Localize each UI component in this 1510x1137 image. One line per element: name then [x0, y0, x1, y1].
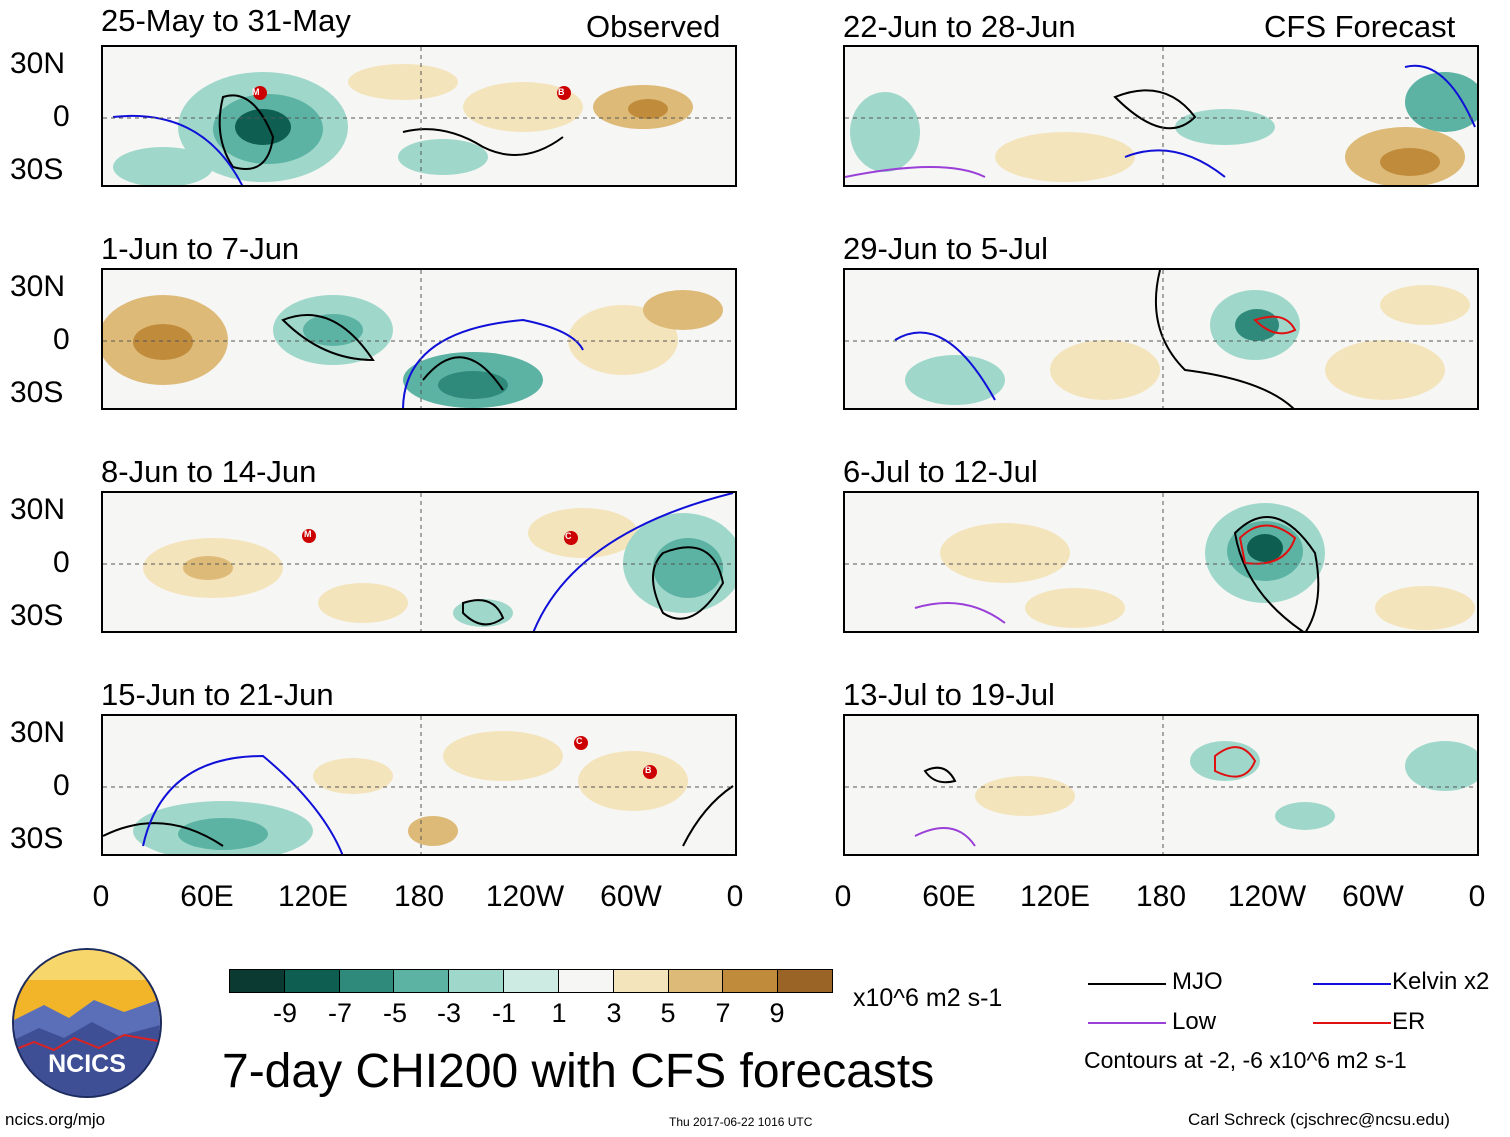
colorbar-label: 3 [606, 998, 622, 1028]
colorbar-swatch [613, 970, 669, 992]
storm-marker-c: C [576, 736, 583, 746]
logo-text: NCICS [48, 1050, 126, 1078]
y-tick-30s: 30S [10, 599, 64, 632]
panel-title: 8-Jun to 14-Jun [101, 454, 317, 489]
colorbar-swatch [394, 970, 450, 992]
storm-marker-m: M [304, 529, 312, 539]
y-tick-30s: 30S [10, 153, 64, 186]
y-tick-30n: 30N [10, 47, 66, 80]
y-tick-0: 0 [53, 323, 70, 356]
panel-title: 6-Jul to 12-Jul [843, 454, 1038, 489]
colorbar-swatch [449, 970, 505, 992]
colorbar-swatch [668, 970, 724, 992]
x-tick: 120W [1227, 880, 1307, 913]
colorbar-label: 5 [660, 998, 676, 1028]
panel-title: 1-Jun to 7-Jun [101, 231, 300, 266]
colorbar-label: -9 [272, 998, 298, 1028]
x-tick: 60E [180, 880, 234, 913]
y-tick-0: 0 [53, 546, 70, 579]
map-panel-forecast-2 [843, 268, 1479, 410]
footer-url[interactable]: ncics.org/mjo [5, 1110, 106, 1129]
observed-label: Observed [586, 9, 721, 44]
storm-marker-c: C [565, 531, 572, 541]
x-tick: 0 [726, 880, 744, 913]
storm-marker-b: B [558, 87, 565, 97]
colorbar-units: x10^6 m2 s-1 [853, 984, 1003, 1012]
colorbar-swatch [284, 970, 340, 992]
x-tick: 60E [922, 880, 976, 913]
y-tick-30n: 30N [10, 493, 66, 526]
x-tick: 60W [1342, 880, 1404, 913]
forecast-label: CFS Forecast [1264, 9, 1456, 44]
map-panel-observed-2 [101, 268, 737, 410]
map-panel-observed-1 [101, 45, 737, 187]
colorbar-swatch [778, 970, 832, 992]
legend-kelvin-label: Kelvin x2 [1392, 968, 1490, 995]
colorbar-label: -1 [491, 998, 517, 1028]
footer-timestamp: Thu 2017-06-22 1016 UTC [669, 1115, 813, 1129]
colorbar-label: 1 [551, 998, 567, 1028]
colorbar-swatch [339, 970, 395, 992]
map-panel-observed-4 [101, 714, 737, 856]
storm-marker-b: B [645, 765, 652, 775]
map-panel-forecast-1 [843, 45, 1479, 187]
ncics-logo: NCICS [12, 948, 162, 1098]
x-tick: 120E [1019, 880, 1091, 913]
y-tick-30s: 30S [10, 822, 64, 855]
colorbar [229, 969, 833, 993]
colorbar-label: -5 [382, 998, 408, 1028]
x-tick: 180 [393, 880, 445, 913]
legend-er-line [1313, 1022, 1391, 1024]
panel-title: 15-Jun to 21-Jun [101, 677, 334, 712]
y-tick-30n: 30N [10, 716, 66, 749]
legend-low-line [1088, 1022, 1166, 1024]
x-tick: 0 [1468, 880, 1486, 913]
y-tick-0: 0 [53, 100, 70, 133]
colorbar-swatch [723, 970, 779, 992]
y-tick-30n: 30N [10, 270, 66, 303]
x-tick: 0 [92, 880, 110, 913]
panel-title: 22-Jun to 28-Jun [843, 9, 1076, 44]
colorbar-swatch [230, 970, 285, 992]
colorbar-swatch [504, 970, 559, 992]
contours-note: Contours at -2, -6 x10^6 m2 s-1 [1084, 1047, 1407, 1073]
x-tick: 180 [1135, 880, 1187, 913]
legend-mjo-label: MJO [1172, 968, 1223, 995]
colorbar-label: -3 [436, 998, 462, 1028]
legend-kelvin-line [1313, 983, 1391, 985]
x-tick: 120W [485, 880, 565, 913]
colorbar-swatch [558, 970, 614, 992]
x-tick: 60W [600, 880, 662, 913]
legend-er-label: ER [1392, 1008, 1426, 1035]
panel-title: 25-May to 31-May [101, 3, 351, 38]
x-tick: 0 [834, 880, 852, 913]
colorbar-label: 7 [715, 998, 731, 1028]
map-panel-observed-3 [101, 491, 737, 633]
footer-author: Carl Schreck (cjschrec@ncsu.edu) [1188, 1110, 1450, 1129]
legend-mjo-line [1088, 983, 1166, 985]
y-tick-30s: 30S [10, 376, 64, 409]
legend-low-label: Low [1172, 1008, 1217, 1035]
colorbar-label: -7 [327, 998, 353, 1028]
colorbar-label: 9 [769, 998, 785, 1028]
panel-title: 29-Jun to 5-Jul [843, 231, 1049, 266]
map-panel-forecast-4 [843, 714, 1479, 856]
storm-marker-m: M [252, 87, 260, 97]
main-title: 7-day CHI200 with CFS forecasts [222, 1045, 935, 1098]
panel-title: 13-Jul to 19-Jul [843, 677, 1055, 712]
x-tick: 120E [277, 880, 349, 913]
map-panel-forecast-3 [843, 491, 1479, 633]
y-tick-0: 0 [53, 769, 70, 802]
